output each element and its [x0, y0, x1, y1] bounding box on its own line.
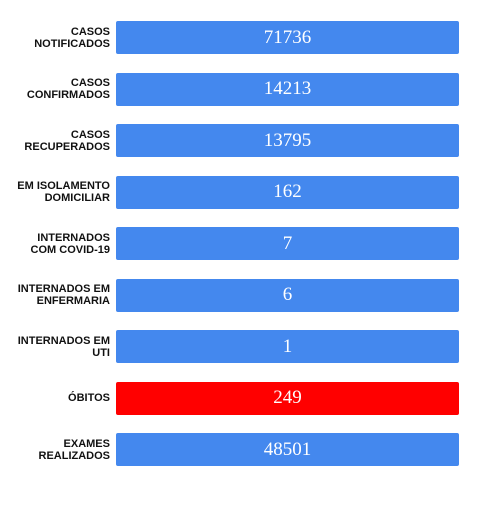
bar-row: INTERNADOS EM ENFERMARIA 6 [0, 278, 503, 312]
bar-row: ÓBITOS 249 [0, 381, 503, 415]
bar: 48501 [116, 433, 459, 466]
bar-row: CASOS RECUPERADOS 13795 [0, 124, 503, 157]
category-label-line: CASOS [70, 77, 110, 89]
bar-value-label: 249 [273, 387, 302, 408]
bar-row: CASOS NOTIFICADOS 71736 [0, 21, 503, 54]
category-label: INTERNADOS EM UTI [0, 330, 110, 363]
bar-row: EXAMES REALIZADOS 48501 [0, 433, 503, 466]
bar: 14213 [116, 72, 459, 106]
category-label: ÓBITOS [0, 382, 110, 415]
category-label-line: DOMICILIAR [44, 192, 110, 204]
category-label-line: CASOS [70, 25, 110, 38]
bar-row: EM ISOLAMENTO DOMICILIAR 162 [0, 175, 503, 209]
category-label: INTERNADOS EM ENFERMARIA [0, 279, 110, 312]
bar-value-label: 13795 [263, 129, 312, 151]
bar-value-label: 6 [282, 284, 293, 305]
category-label-line: INTERNADOS EM [17, 283, 110, 295]
category-label-line: REALIZADOS [38, 449, 111, 462]
category-label-line: INTERNADOS EM [17, 334, 110, 347]
category-label: EM ISOLAMENTO DOMICILIAR [0, 176, 110, 209]
category-label-line: COM COVID-19 [30, 243, 110, 256]
category-label: CASOS RECUPERADOS [0, 124, 110, 157]
category-label-line: CONFIRMADOS [26, 89, 110, 101]
bar: 162 [116, 175, 459, 209]
bar-value-label: 7 [282, 232, 293, 254]
bar: 6 [116, 278, 459, 312]
category-label-line: CASOS [70, 128, 110, 141]
category-label-line: EM ISOLAMENTO [17, 180, 110, 192]
bar-row: CASOS CONFIRMADOS 14213 [0, 72, 503, 106]
category-label-line: EXAMES [63, 437, 110, 450]
bar-value-label: 162 [273, 181, 302, 202]
category-label-line: ÓBITOS [68, 392, 110, 404]
bar: 7 [116, 227, 459, 260]
bar-row: INTERNADOS EM UTI 1 [0, 330, 503, 363]
category-label-line: NOTIFICADOS [34, 37, 110, 50]
category-label-line: RECUPERADOS [24, 140, 110, 153]
bar: 13795 [116, 124, 459, 157]
category-label: CASOS CONFIRMADOS [0, 73, 110, 106]
bar-value-label: 1 [282, 335, 293, 357]
category-label-line: UTI [92, 346, 110, 359]
bar-value-label: 48501 [263, 438, 312, 460]
bar: 1 [116, 330, 459, 363]
category-label-line: ENFERMARIA [36, 295, 110, 307]
category-label: INTERNADOS COM COVID-19 [0, 227, 110, 260]
bar: 249 [116, 381, 459, 415]
category-label: EXAMES REALIZADOS [0, 433, 111, 466]
bar-value-label: 71736 [263, 26, 312, 48]
category-label-line: INTERNADOS [37, 231, 110, 244]
bar-value-label: 14213 [263, 78, 312, 99]
bar: 71736 [116, 21, 459, 54]
category-label: CASOS NOTIFICADOS [0, 21, 110, 54]
bar-row: INTERNADOS COM COVID-19 7 [0, 227, 503, 260]
